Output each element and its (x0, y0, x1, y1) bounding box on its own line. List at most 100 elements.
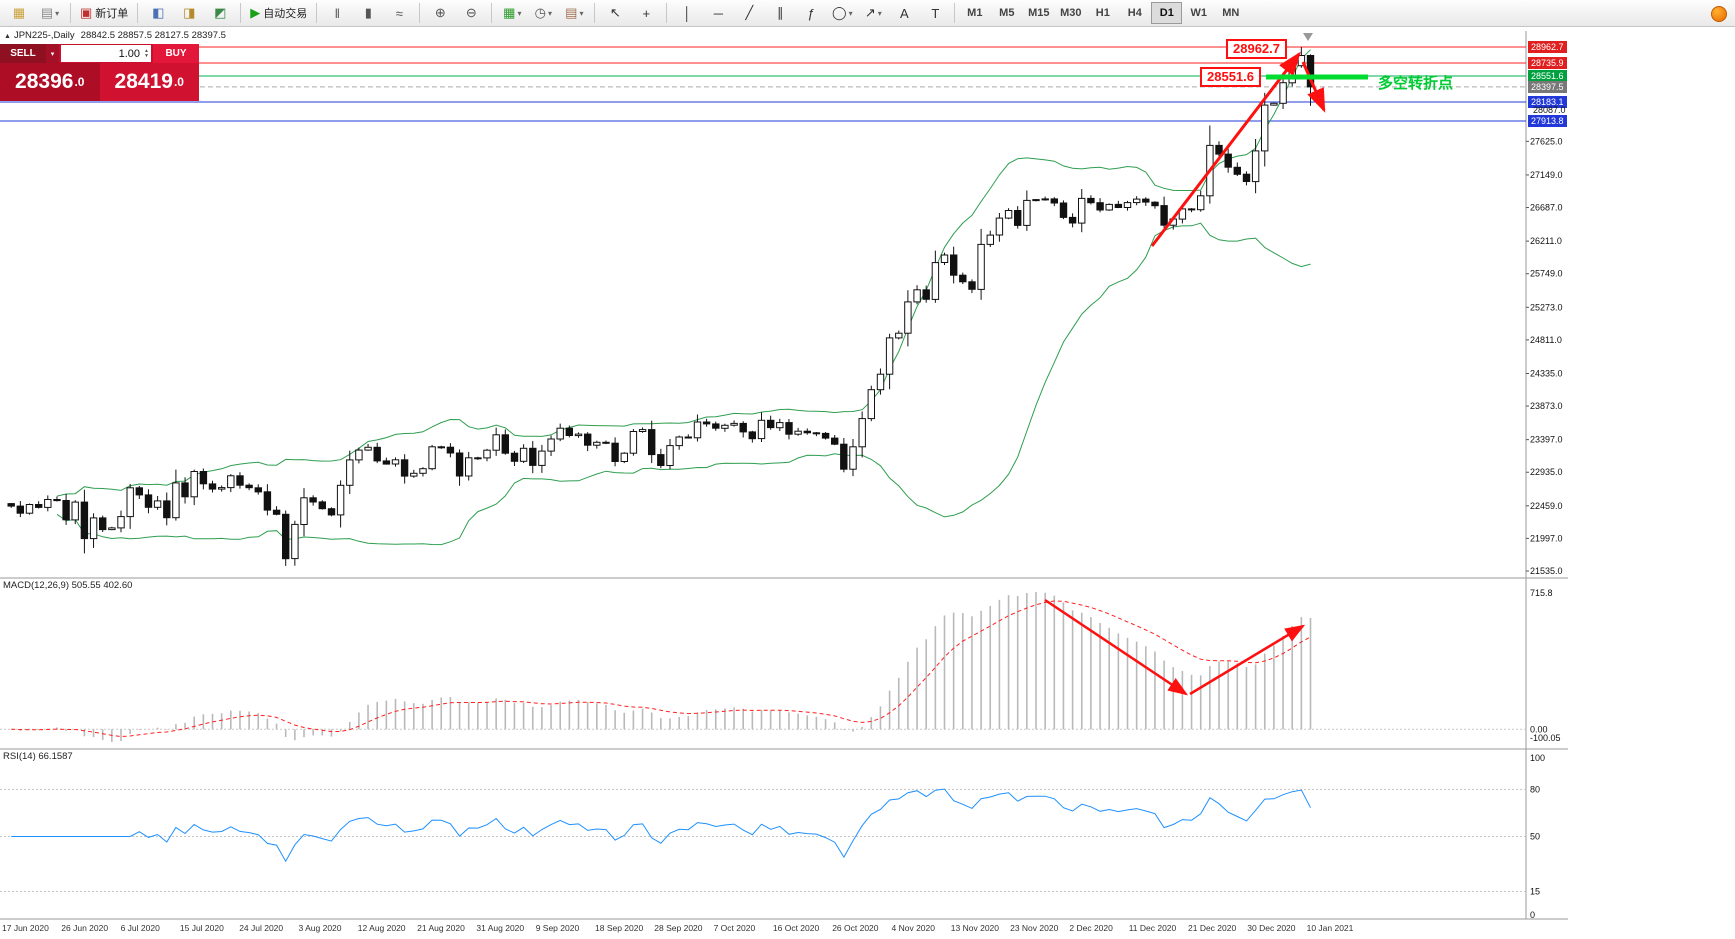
new-chart-icon[interactable]: ▦ (4, 1, 34, 25)
profiles-icon-dropdown[interactable]: ▾ (55, 8, 60, 18)
lot-step-up-icon[interactable]: ▲ (144, 47, 149, 54)
svg-text:80: 80 (1530, 784, 1540, 794)
templates-icon[interactable]: ▤ ▾ (559, 1, 589, 25)
buy-price-main: 28419 (114, 70, 173, 93)
lot-stepper[interactable]: ▲ ▼ (144, 47, 149, 59)
candles (7, 47, 1315, 566)
channel-icon[interactable]: ∥ (765, 1, 795, 25)
shapes-icon-dropdown[interactable]: ▾ (848, 8, 853, 18)
svg-text:0.00: 0.00 (1530, 724, 1548, 734)
ohlc-info: ▲ JPN225-,Daily 28842.5 28857.5 28127.5 28… (4, 30, 226, 41)
trendline-icon[interactable]: ╱ (734, 1, 764, 25)
text-label-icon[interactable]: T (920, 1, 950, 25)
macd-panel: 715.8 0.00-100.05 (0, 588, 1561, 743)
crosshair-icon[interactable]: + (631, 1, 661, 25)
zoom-out-icon-glyph: ⊖ (465, 5, 477, 20)
price-level-label-high: 28962.7 (1528, 41, 1567, 53)
vertical-line-icon[interactable]: │ (672, 1, 702, 25)
timeframe-m15[interactable]: M15 (1028, 7, 1050, 19)
timeframe-h1[interactable]: H1 (1095, 7, 1110, 19)
trade-options-dropdown[interactable]: ▾ (46, 44, 59, 63)
text-label-icon-glyph: T (931, 5, 940, 21)
svg-text:26211.0: 26211.0 (1530, 236, 1562, 246)
trade-panel-prices: 28396.0 28419.0 (0, 63, 199, 101)
autotrading-button-glyph: ▶ (250, 5, 261, 20)
metaeditor-icon[interactable]: ◧ (143, 1, 173, 25)
zoom-in-icon[interactable]: ⊕ (425, 1, 455, 25)
svg-text:18 Sep 2020: 18 Sep 2020 (595, 923, 643, 933)
lot-size-input[interactable]: 1.00 ▲ ▼ (61, 45, 151, 62)
annotations (1044, 33, 1368, 696)
periods-icon-glyph: ◷ (534, 5, 546, 20)
profiles-icon[interactable]: ▤ ▾ (35, 1, 65, 25)
autotrading-button[interactable]: ▶ 自动交易 (246, 1, 311, 25)
cursor-icon[interactable]: ↖ (600, 1, 630, 25)
timeframe-mn[interactable]: MN (1222, 7, 1240, 19)
sell-price[interactable]: 28396.0 (0, 63, 100, 101)
bar-chart-icon[interactable]: ‖ (322, 1, 352, 25)
trade-panel-controls: SELL ▾ 1.00 ▲ ▼ BUY (0, 44, 199, 63)
sell-price-main: 28396 (15, 70, 74, 93)
buy-button[interactable]: BUY (153, 44, 199, 63)
zoom-in-icon-glyph: ⊕ (434, 5, 446, 20)
sell-price-fraction: .0 (74, 75, 85, 89)
toolbar-separator (954, 3, 956, 23)
high-price-callout[interactable]: 28962.7 (1226, 39, 1287, 59)
text-icon[interactable]: A (889, 1, 919, 25)
new-order-button[interactable]: ▣ 新订单 (76, 1, 132, 25)
toolbar-separator (70, 3, 71, 23)
lot-step-down-icon[interactable]: ▼ (144, 52, 149, 59)
svg-text:2 Dec 2020: 2 Dec 2020 (1069, 923, 1113, 933)
svg-text:21535.0: 21535.0 (1530, 566, 1563, 576)
pivot-price-callout[interactable]: 28551.6 (1200, 67, 1261, 87)
periods-icon-dropdown[interactable]: ▾ (547, 8, 552, 18)
indicators-icon[interactable]: ▦ ▾ (497, 1, 527, 25)
horizontal-line-icon[interactable]: ─ (703, 1, 733, 25)
time-axis: 17 Jun 2020 26 Jun 2020 6 Jul 2020 15 Jul 2… (2, 923, 1354, 933)
alerts-icon[interactable]: ◨ (174, 1, 204, 25)
fibonacci-icon[interactable]: ƒ (796, 1, 826, 25)
arrows-icon-dropdown[interactable]: ▾ (877, 8, 882, 18)
shapes-icon[interactable]: ◯ ▾ (827, 1, 857, 25)
svg-text:27149.0: 27149.0 (1530, 170, 1563, 180)
new-order-button-label: 新订单 (95, 8, 129, 20)
candlestick-chart-icon-glyph: ▮ (364, 5, 372, 20)
zoom-out-icon[interactable]: ⊖ (456, 1, 486, 25)
svg-text:26687.0: 26687.0 (1530, 203, 1563, 213)
svg-text:9 Sep 2020: 9 Sep 2020 (536, 923, 580, 933)
channel-icon-glyph: ∥ (777, 5, 784, 20)
timeframe-m30[interactable]: M30 (1060, 7, 1082, 19)
autotrading-button-label: 自动交易 (263, 8, 308, 20)
svg-text:50: 50 (1530, 832, 1540, 842)
timeframe-w1[interactable]: W1 (1190, 7, 1208, 19)
notifications-icon[interactable] (1711, 6, 1727, 22)
toolbar-separator (666, 3, 668, 23)
svg-text:31 Aug 2020: 31 Aug 2020 (476, 923, 524, 933)
one-click-trading-panel: SELL ▾ 1.00 ▲ ▼ BUY 28396.0 28419.0 (0, 44, 199, 101)
arrows-icon[interactable]: ↗ ▾ (858, 1, 888, 25)
buy-price[interactable]: 28419.0 (99, 63, 199, 101)
templates-icon-dropdown[interactable]: ▾ (579, 8, 584, 18)
timeframe-d1[interactable]: D1 (1151, 2, 1183, 24)
svg-text:12 Aug 2020: 12 Aug 2020 (358, 923, 406, 933)
toolbar-separator (316, 3, 318, 23)
svg-text:24 Jul 2020: 24 Jul 2020 (239, 923, 283, 933)
price-scale: 27625.0 27149.0 26687.0 26211.0 25749.0 25273… (1526, 136, 1563, 576)
timeframe-h4[interactable]: H4 (1127, 7, 1142, 19)
svg-text:24335.0: 24335.0 (1530, 369, 1563, 379)
symbol-period-label: JPN225-,Daily (13, 30, 75, 41)
candlestick-chart-icon[interactable]: ▮ (353, 1, 383, 25)
svg-text:28 Sep 2020: 28 Sep 2020 (654, 923, 702, 933)
svg-text:16 Oct 2020: 16 Oct 2020 (773, 923, 820, 933)
panel-separators (0, 31, 1568, 920)
metaeditor-icon-glyph: ◧ (152, 5, 165, 20)
indicators-icon-dropdown[interactable]: ▾ (517, 8, 522, 18)
sell-button[interactable]: SELL (0, 44, 46, 63)
timeframe-m1[interactable]: M1 (967, 7, 983, 19)
periods-icon[interactable]: ◷ ▾ (528, 1, 558, 25)
line-chart-icon[interactable]: ≈ (384, 1, 414, 25)
timeframe-m5[interactable]: M5 (999, 7, 1015, 19)
strategy-tester-icon[interactable]: ◩ (205, 1, 235, 25)
pivot-annotation-text: 多空转折点 (1378, 75, 1454, 92)
